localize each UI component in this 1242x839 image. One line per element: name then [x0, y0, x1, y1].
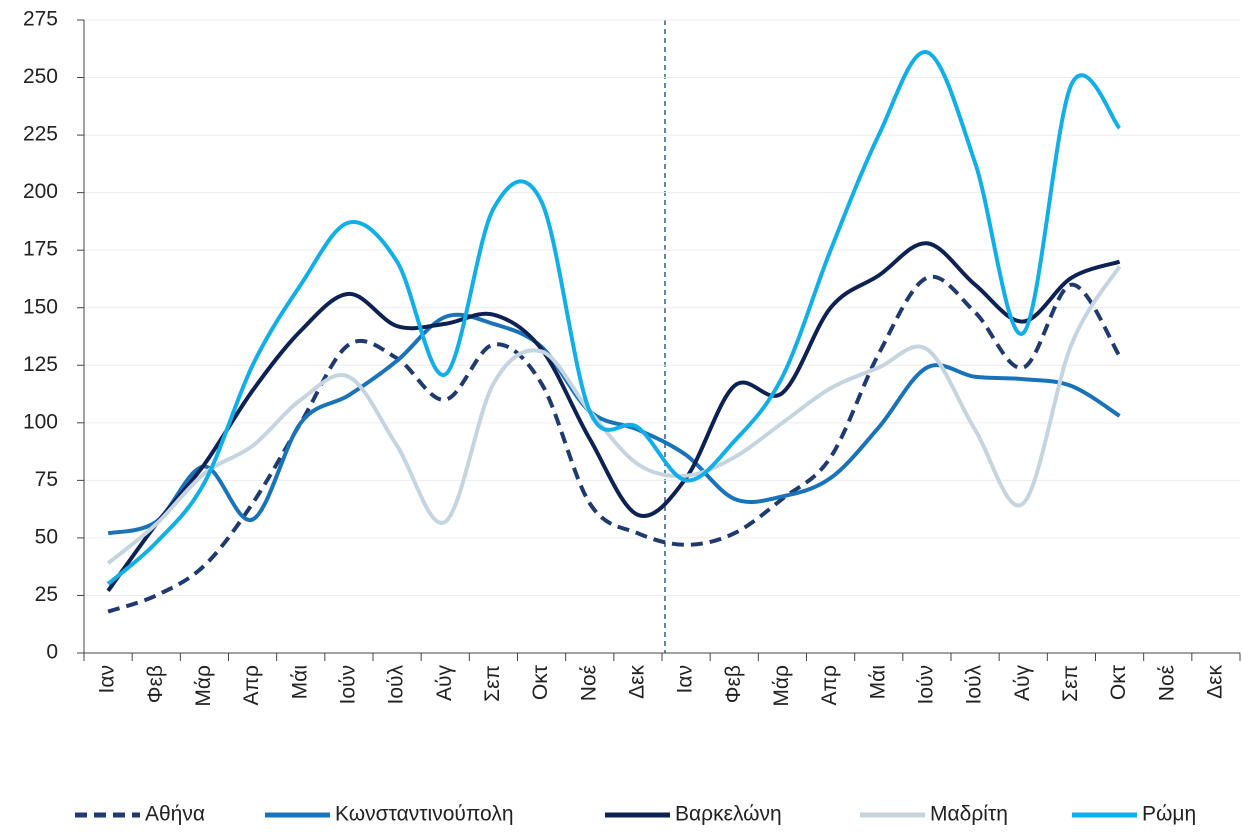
x-tick-label: Ιαν	[96, 665, 119, 693]
x-tick-label: Νοέ	[577, 665, 600, 701]
legend-label: Κωνσταντινούπολη	[335, 803, 514, 826]
x-tick-label: Αύγ	[1011, 665, 1034, 701]
legend-label: Βαρκελώνη	[675, 803, 782, 826]
legend-label: Ρώμη	[1142, 803, 1196, 826]
y-tick-label: 200	[23, 180, 58, 203]
x-tick-label: Απρ	[818, 665, 841, 705]
y-tick-label: 225	[23, 123, 58, 146]
y-tick-label: 125	[23, 353, 58, 376]
x-tick-label: Ιαν	[674, 665, 697, 693]
x-tick-label: Νοέ	[1155, 665, 1178, 701]
x-tick-label: Οκτ	[1107, 664, 1130, 700]
legend-label: Μαδρίτη	[930, 803, 1008, 826]
y-tick-label: 275	[23, 8, 58, 31]
legend-label: Αθήνα	[145, 803, 205, 826]
x-tick-label: Μάρ	[770, 665, 793, 707]
x-tick-label: Σεπ	[481, 665, 504, 702]
x-tick-label: Μάρ	[192, 665, 215, 707]
x-tick-label: Φεβ	[144, 665, 167, 703]
y-tick-label: 0	[46, 641, 58, 664]
y-tick-label: 150	[23, 295, 58, 318]
x-tick-label: Μάι	[288, 665, 311, 700]
y-tick-label: 100	[23, 410, 58, 433]
y-tick-label: 50	[35, 525, 58, 548]
y-tick-label: 25	[35, 583, 58, 606]
y-tick-label: 250	[23, 65, 58, 88]
x-tick-label: Φεβ	[722, 665, 745, 703]
x-tick-label: Ιούν	[914, 665, 937, 705]
x-tick-label: Οκτ	[529, 664, 552, 700]
x-tick-label: Ιούν	[336, 665, 359, 705]
series-line	[106, 265, 1122, 565]
x-tick-label: Σεπ	[1059, 665, 1082, 702]
x-tick-label: Μάι	[866, 665, 889, 700]
x-tick-label: Δεκ	[1203, 665, 1226, 699]
series-line	[106, 241, 1121, 593]
x-tick-label: Ιούλ	[963, 665, 986, 705]
x-tick-label: Δεκ	[625, 665, 648, 699]
y-tick-label: 175	[23, 238, 58, 261]
x-tick-label: Απρ	[240, 665, 263, 705]
x-tick-label: Ιούλ	[385, 665, 408, 705]
x-tick-label: Αύγ	[433, 665, 456, 701]
y-tick-label: 75	[35, 468, 58, 491]
series-line	[107, 274, 1122, 614]
series-line	[106, 50, 1122, 586]
